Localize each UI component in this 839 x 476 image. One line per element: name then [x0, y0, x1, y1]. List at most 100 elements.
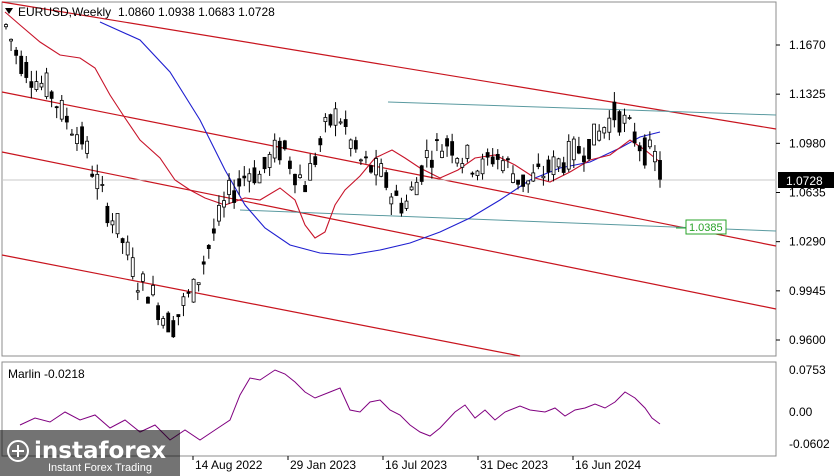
candle-body	[70, 133, 74, 136]
indicator-tick-label: -0.0602	[789, 437, 830, 451]
candle-body	[627, 117, 632, 119]
candle-body	[115, 213, 120, 235]
candle-body	[576, 146, 581, 154]
candle-body	[272, 139, 277, 159]
candle-body	[298, 174, 302, 179]
candle-body	[201, 261, 206, 265]
candle-body	[196, 282, 201, 286]
indicator-tick-label: 0.00	[789, 405, 813, 419]
symbol-label: EURUSD,Weekly	[18, 5, 111, 19]
candle-body	[247, 173, 252, 182]
candle-body	[495, 153, 500, 160]
candle-body	[389, 196, 394, 205]
time-label: 31 Dec 2023	[480, 458, 548, 472]
candle-body	[110, 220, 115, 226]
ohlc-values: 1.0860 1.0938 1.0683 1.0728	[118, 5, 275, 19]
candle-body	[582, 155, 586, 163]
candle-body	[171, 320, 176, 338]
candle-body	[120, 238, 125, 244]
price-pane	[1, 1, 777, 357]
candle-body	[394, 190, 399, 196]
candle-body	[156, 305, 160, 320]
candle-body	[343, 119, 348, 127]
candle-body	[34, 81, 39, 90]
candle-body	[587, 138, 591, 160]
candle-body	[75, 134, 79, 144]
level-label: 1.0385	[676, 219, 727, 235]
candle-body	[161, 318, 166, 326]
watermark-name: instaforex	[34, 438, 166, 464]
candle-body	[262, 156, 267, 170]
candle-body	[506, 158, 510, 161]
candle-body	[460, 163, 465, 168]
candle-body	[288, 160, 292, 169]
price-tick-label: 1.1325	[789, 87, 826, 101]
level-label-text: 1.0385	[689, 222, 723, 234]
candle-body	[551, 156, 556, 176]
candle-body	[419, 165, 424, 182]
candle-body	[435, 139, 439, 142]
candle-body	[313, 156, 318, 165]
channel-upper-line	[1, 1, 777, 130]
channel-bottom-line	[1, 254, 521, 357]
candle-body	[308, 163, 313, 181]
candle-body	[151, 284, 155, 296]
candle-body	[379, 163, 384, 177]
time-label: 14 Aug 2022	[195, 458, 263, 472]
watermark: instaforex Instant Forex Trading	[0, 430, 180, 476]
candle-body	[404, 200, 409, 209]
chart-header: EURUSD,Weekly 1.0860 1.0938 1.0683 1.072…	[5, 5, 275, 19]
candle-body	[546, 159, 551, 173]
candles-group	[4, 23, 662, 338]
candle-body	[217, 204, 221, 222]
candle-body	[257, 173, 262, 184]
candle-body	[592, 123, 596, 146]
candle-body	[424, 150, 429, 158]
candle-body	[348, 139, 353, 149]
price-tick-label: 1.0980	[789, 136, 826, 150]
candle-body	[191, 278, 196, 303]
candle-body	[186, 291, 191, 294]
candle-body	[95, 173, 100, 190]
candle-body	[303, 185, 308, 193]
channel-lines	[1, 1, 777, 357]
candle-body	[328, 114, 333, 126]
candle-body	[409, 186, 414, 191]
candle-body	[59, 99, 64, 120]
candle-body	[49, 91, 54, 99]
candle-body	[384, 172, 389, 188]
dropdown-arrow-icon[interactable]	[5, 8, 13, 14]
candle-body	[353, 140, 358, 150]
candle-body	[617, 111, 622, 133]
candle-body	[140, 273, 145, 282]
candle-body	[658, 160, 662, 180]
candle-body	[105, 205, 110, 224]
candle-body	[44, 72, 49, 98]
candle-body	[252, 167, 257, 184]
candle-body	[561, 162, 566, 173]
candle-body	[541, 175, 546, 179]
candle-body	[64, 115, 69, 123]
candle-body	[531, 172, 536, 182]
candle-body	[85, 140, 90, 154]
candle-body	[597, 130, 602, 141]
candle-body	[490, 156, 495, 165]
candle-body	[440, 150, 444, 158]
time-label: 16 Jul 2023	[385, 458, 447, 472]
candle-body	[9, 38, 13, 42]
candle-body	[100, 184, 105, 186]
candle-body	[516, 179, 520, 185]
candle-body	[399, 202, 404, 214]
price-tick-label: 1.0635	[789, 186, 826, 200]
time-axis: 14 Aug 2022 29 Jan 2023 16 Jul 2023 31 Dec …	[192, 456, 641, 472]
candle-body	[521, 174, 526, 187]
candle-body	[130, 257, 135, 277]
current-price-label: 1.0728	[778, 172, 834, 188]
channel-lower-line	[1, 151, 777, 310]
candle-body	[80, 126, 84, 145]
candle-body	[374, 158, 378, 176]
candle-body	[480, 158, 485, 175]
candle-body	[556, 158, 561, 168]
candle-body	[612, 101, 617, 121]
candle-body	[429, 159, 434, 168]
